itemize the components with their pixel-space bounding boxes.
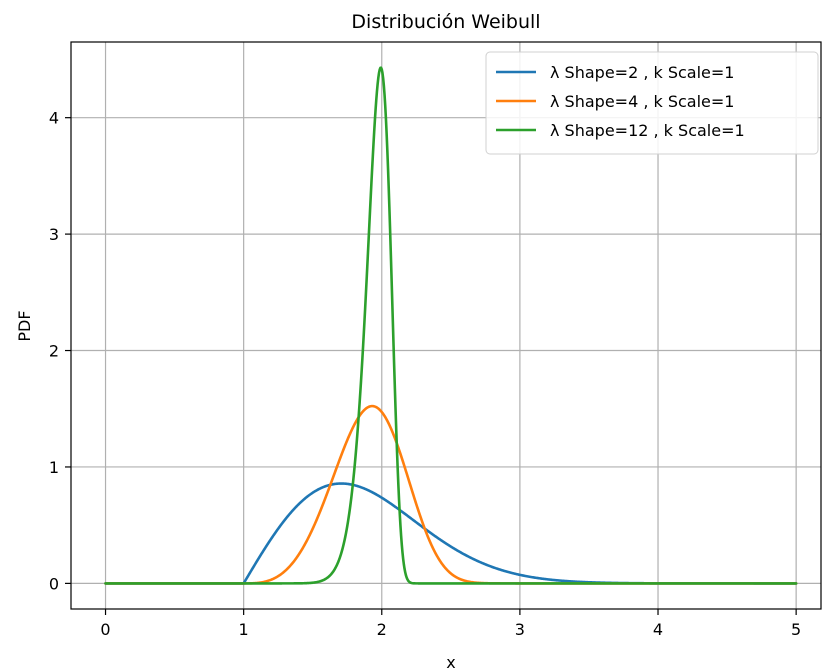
x-tick-label: 1 [239,620,249,639]
chart-title: Distribución Weibull [351,11,540,33]
x-tick-label: 0 [100,620,110,639]
x-tick-label: 2 [377,620,387,639]
y-tick-label: 2 [49,342,59,361]
legend-label-shape-2: λ Shape=2 , k Scale=1 [550,63,734,82]
series-line-shape-4 [104,404,798,585]
x-tick-label: 4 [653,620,663,639]
x-tick-label: 5 [791,620,801,639]
y-tick-label: 0 [49,574,59,593]
y-tick-label: 3 [49,225,59,244]
legend-label-shape-12: λ Shape=12 , k Scale=1 [550,121,745,140]
legend: λ Shape=2 , k Scale=1 λ Shape=4 , k Scale… [485,51,819,155]
series-line-shape-12 [104,66,798,585]
y-tick-label: 1 [49,458,59,477]
legend-label-shape-4: λ Shape=4 , k Scale=1 [550,92,734,111]
y-tick-label: 4 [49,109,59,128]
y-axis-label: PDF [15,310,34,341]
series-lines [104,66,798,585]
axis-ticks: 0 1 2 3 4 5 0 1 2 3 4 [49,109,801,639]
x-axis-label: x [446,653,455,672]
legend-frame [485,51,819,155]
series-line-shape-2 [104,482,798,585]
x-tick-label: 3 [515,620,525,639]
plot-area-frame [70,41,822,610]
